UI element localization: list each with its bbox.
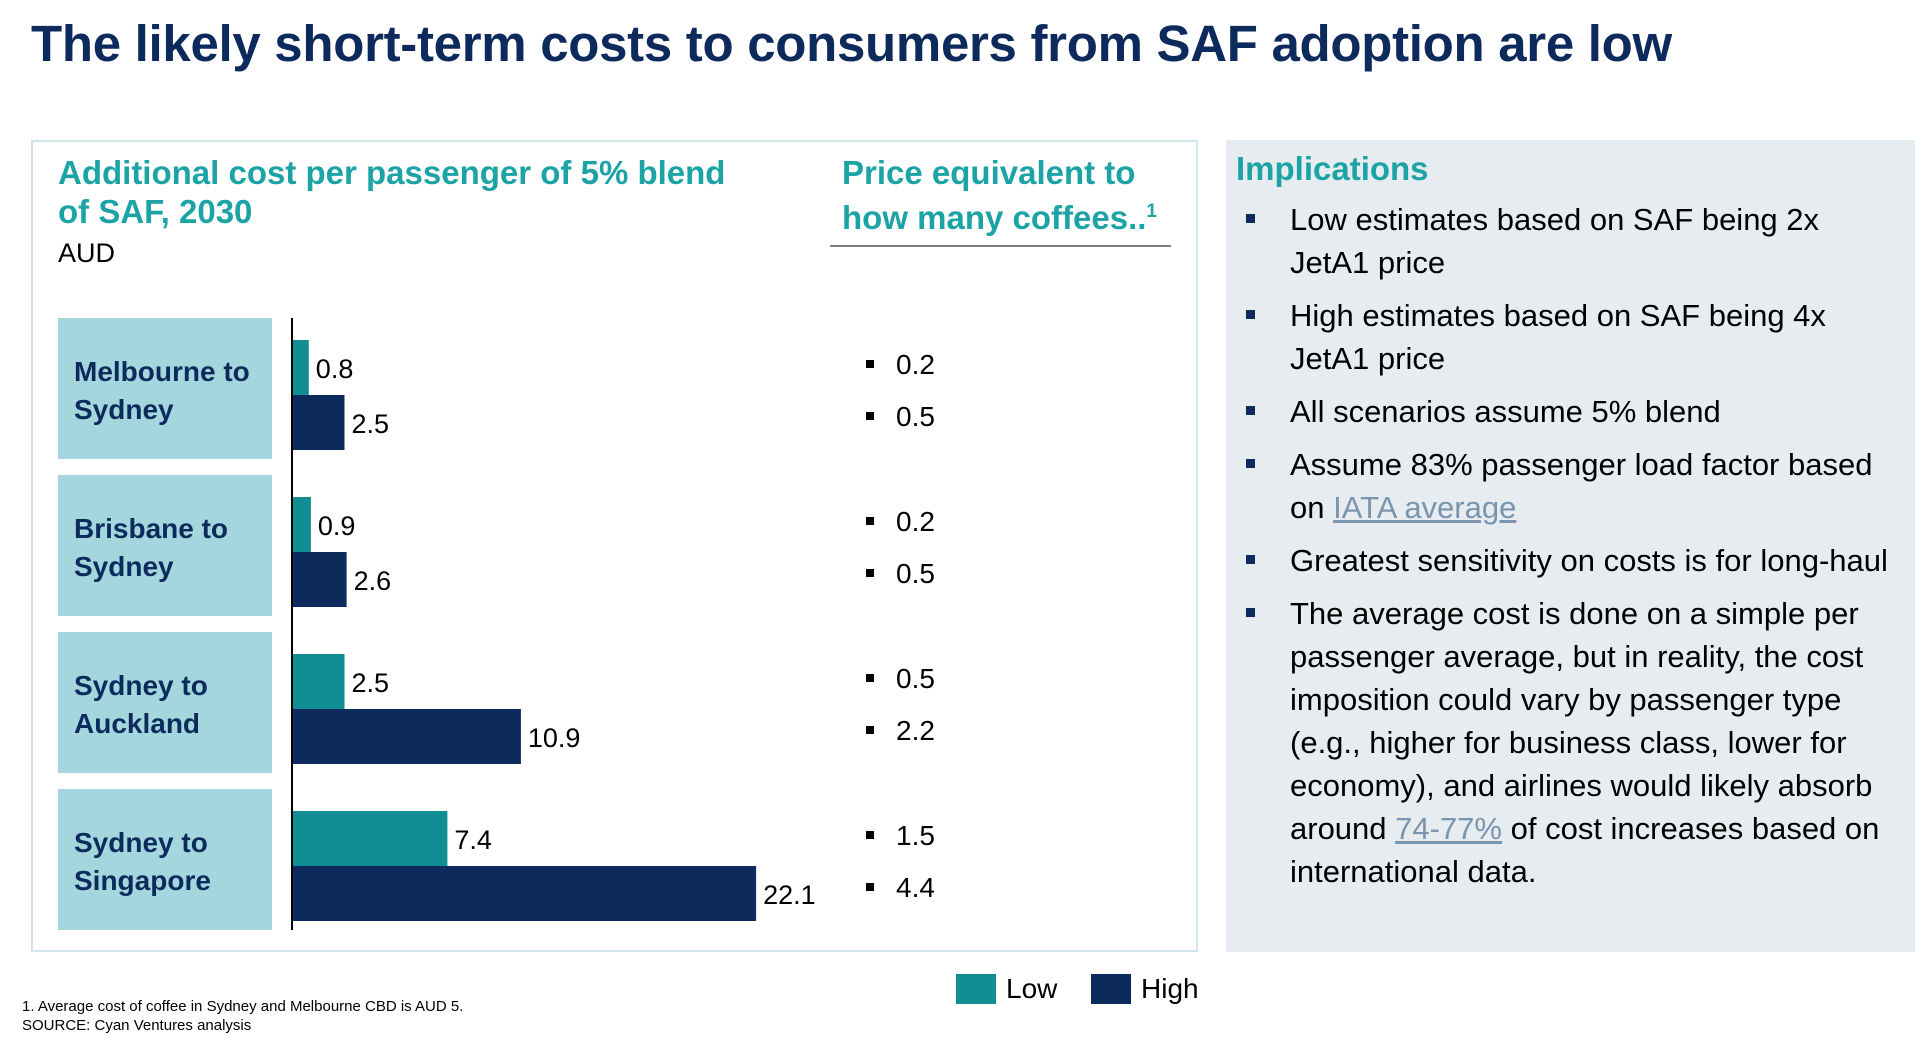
footnote-coffee-cost: 1. Average cost of coffee in Sydney and …: [22, 998, 464, 1015]
category-label-line: Sydney: [74, 551, 174, 582]
implication-item: Assume 83% passenger load factor based o…: [1226, 443, 1915, 529]
coffee-equivalent-value: 0.2: [896, 506, 935, 537]
bullet-icon: [1246, 310, 1255, 319]
category-label-line: Singapore: [74, 865, 211, 896]
coffee-equivalent-item: 2.2: [866, 715, 935, 747]
bullet-icon: [866, 516, 874, 525]
bullet-icon: [866, 725, 874, 734]
bar-value-label-low: 0.9: [318, 511, 356, 541]
chart-unit-label: AUD: [58, 238, 116, 268]
bullet-icon: [866, 568, 874, 577]
category-label-line: Sydney to: [74, 827, 208, 858]
cost-absorption-link[interactable]: 74-77%: [1395, 811, 1502, 846]
legend-item-low: Low: [956, 973, 1057, 1006]
bar-high: [292, 709, 521, 764]
category-label-brisbane-to-sydney: Brisbane to Sydney: [74, 513, 228, 582]
implication-item: High estimates based on SAF being 4x Jet…: [1226, 294, 1915, 380]
category-label-line: Melbourne to: [74, 356, 250, 387]
coffee-equivalent-item: 0.5: [866, 558, 935, 590]
bar-value-label-low: 2.5: [352, 668, 390, 698]
implication-text-after: of cost increases based on international…: [1290, 811, 1880, 889]
bar-high: [292, 866, 757, 921]
bullet-icon: [866, 882, 874, 891]
coffee-equivalent-value: 2.2: [896, 715, 935, 746]
coffee-equivalent-value: 0.5: [896, 558, 935, 589]
category-label-line: Brisbane to: [74, 513, 228, 544]
category-label-line: Sydney to: [74, 670, 208, 701]
footnote-source: SOURCE: Cyan Ventures analysis: [22, 1017, 252, 1034]
implication-text: Greatest sensitivity on costs is for lon…: [1290, 543, 1888, 578]
bar-high: [292, 395, 345, 450]
coffee-heading-text: Price equivalent to how many coffees..: [842, 154, 1147, 236]
footnote: 1. Average cost of coffee in Sydney and …: [22, 997, 463, 1035]
page-title: The likely short-term costs to consumers…: [31, 15, 1672, 72]
category-label-melbourne-to-sydney: Melbourne to Sydney: [74, 356, 250, 425]
category-label-sydney-to-auckland: Sydney to Auckland: [74, 670, 208, 739]
coffee-equivalent-item: 0.5: [866, 401, 935, 433]
implication-text: The average cost is done on a simple per…: [1290, 596, 1873, 846]
bar-value-label-high: 10.9: [528, 723, 581, 753]
implication-text: Low estimates based on SAF being 2x JetA…: [1290, 202, 1820, 280]
bullet-icon: [866, 411, 874, 420]
category-box-sydney-to-singapore: [58, 789, 272, 930]
coffee-equivalent-value: 0.2: [896, 349, 935, 380]
bullet-icon: [1246, 406, 1255, 415]
bullet-icon: [1246, 214, 1255, 223]
implications-list: Low estimates based on SAF being 2x JetA…: [1226, 198, 1915, 903]
category-box-brisbane-to-sydney: [58, 475, 272, 616]
coffee-equivalent-value: 4.4: [896, 872, 935, 903]
coffee-equivalent-item: 0.5: [866, 663, 935, 695]
category-label-line: Auckland: [74, 708, 200, 739]
implications-panel: Implications Low estimates based on SAF …: [1226, 140, 1915, 952]
bar-value-label-low: 0.8: [316, 354, 354, 384]
bar-low: [292, 340, 309, 395]
category-label-sydney-to-singapore: Sydney to Singapore: [74, 827, 211, 896]
coffee-equivalent-item: 0.2: [866, 349, 935, 381]
coffee-equivalent-item: 1.5: [866, 820, 935, 852]
bullet-icon: [866, 830, 874, 839]
coffee-equivalent-value: 1.5: [896, 820, 935, 851]
bullet-icon: [1246, 555, 1255, 564]
bar-value-label-high: 2.5: [352, 409, 390, 439]
bar-high: [292, 552, 347, 607]
legend-item-high: High: [1091, 973, 1199, 1006]
implication-text: Assume 83% passenger load factor based o…: [1290, 447, 1873, 525]
bullet-icon: [866, 673, 874, 682]
coffee-equivalent-value: 0.5: [896, 401, 935, 432]
bar-low: [292, 654, 345, 709]
coffee-heading-footnote-ref: 1: [1146, 201, 1157, 222]
implication-item: Greatest sensitivity on costs is for lon…: [1226, 539, 1915, 582]
legend-label-high: High: [1141, 973, 1199, 1004]
coffee-equivalent-value: 0.5: [896, 663, 935, 694]
bullet-icon: [1246, 608, 1255, 617]
bullet-icon: [1246, 459, 1255, 468]
legend-label-low: Low: [1006, 973, 1058, 1004]
bar-value-label-high: 2.6: [354, 566, 392, 596]
chart-title: Additional cost per passenger of 5% blen…: [58, 154, 726, 230]
coffee-equivalent-item: 0.2: [866, 506, 935, 538]
chart-panel: [31, 140, 1198, 952]
coffee-equivalent-item: 4.4: [866, 872, 935, 904]
bar-low: [292, 497, 311, 552]
implications-heading: Implications: [1236, 150, 1429, 187]
legend-swatch-low: [956, 973, 996, 1004]
bullet-icon: [866, 359, 874, 368]
coffee-equivalent-heading: Price equivalent to how many coffees..1: [842, 153, 1182, 237]
implication-text: All scenarios assume 5% blend: [1290, 394, 1721, 429]
category-label-line: Sydney: [74, 394, 174, 425]
implication-text: High estimates based on SAF being 4x Jet…: [1290, 298, 1826, 376]
category-box-melbourne-to-sydney: [58, 318, 272, 459]
bar-low: [292, 811, 448, 866]
implication-item: Low estimates based on SAF being 2x JetA…: [1226, 198, 1915, 284]
legend-swatch-high: [1091, 973, 1131, 1004]
coffee-heading-divider: [830, 245, 1171, 247]
bar-value-label-low: 7.4: [454, 825, 492, 855]
bar-value-label-high: 22.1: [763, 880, 816, 910]
category-box-sydney-to-auckland: [58, 632, 272, 773]
implication-item: The average cost is done on a simple per…: [1226, 592, 1915, 893]
implication-item: All scenarios assume 5% blend: [1226, 390, 1915, 433]
iata-average-link[interactable]: IATA average: [1333, 490, 1517, 525]
